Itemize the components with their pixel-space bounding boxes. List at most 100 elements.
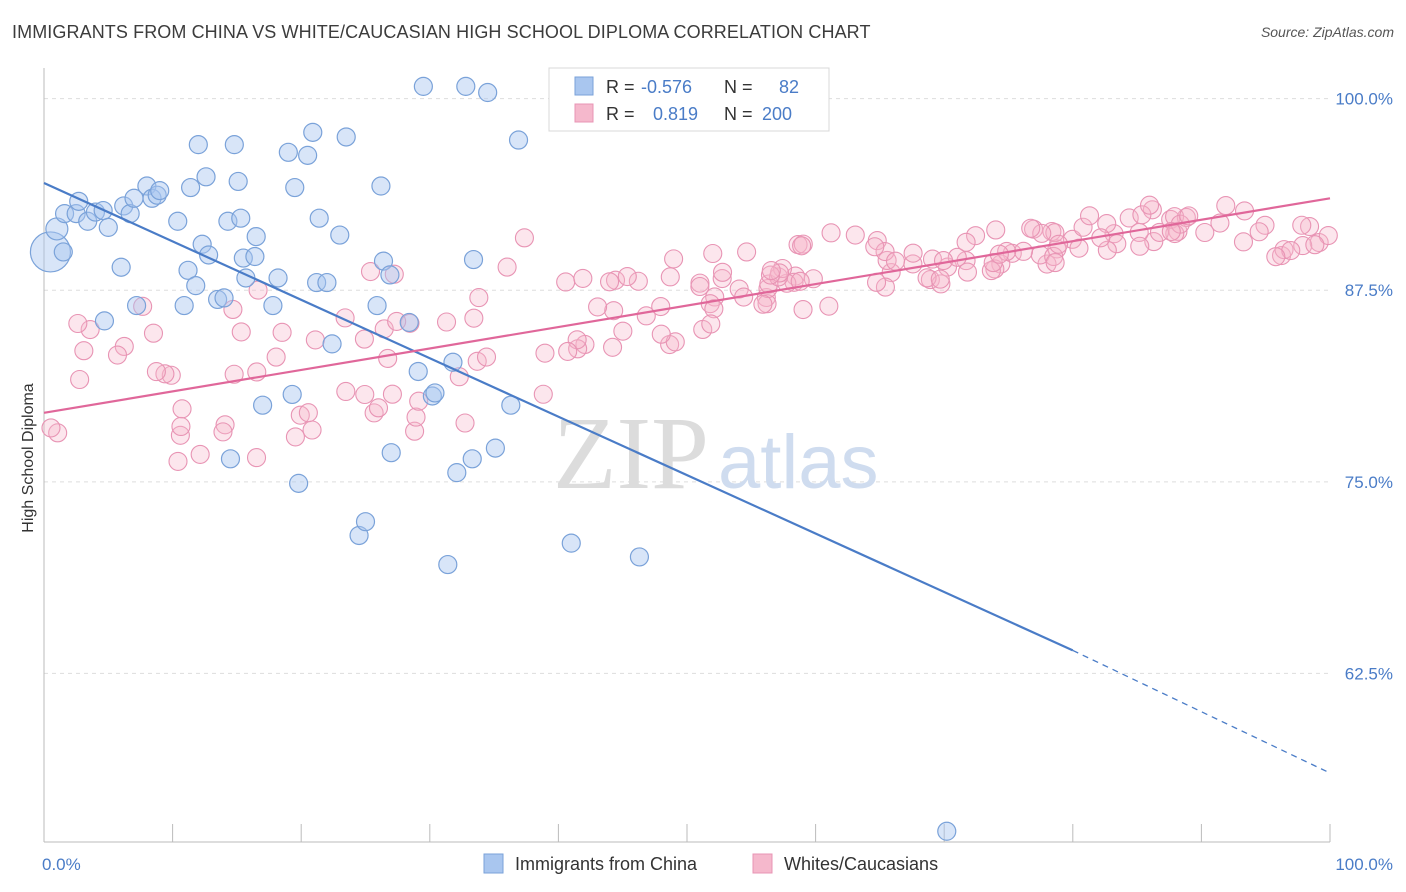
- pink-points: [41, 195, 1338, 471]
- pink-point: [161, 365, 181, 385]
- blue-point: [98, 217, 118, 237]
- blue-point: [150, 181, 170, 201]
- pink-point: [70, 369, 90, 390]
- pink-point: [1161, 221, 1181, 242]
- pink-point: [793, 300, 813, 320]
- blue-point: [462, 449, 482, 469]
- pink-point: [956, 232, 976, 252]
- y-axis-label: High School Diploma: [20, 383, 37, 533]
- blue-point: [111, 257, 131, 277]
- blue-point: [447, 463, 467, 483]
- blue-point: [66, 204, 86, 224]
- pink-point: [603, 337, 623, 357]
- pink-point: [604, 301, 624, 321]
- legend-r-label-1: R =: [606, 77, 635, 97]
- blue-point: [303, 122, 323, 142]
- blue-point: [478, 82, 498, 103]
- pink-point: [1044, 246, 1064, 267]
- pink-point: [966, 226, 986, 246]
- pink-point: [406, 407, 426, 427]
- pink-point: [737, 242, 757, 262]
- legend-box: [548, 67, 830, 132]
- pink-point: [172, 399, 192, 419]
- blue-point: [371, 176, 391, 196]
- blue-point: [245, 246, 265, 267]
- pink-point: [1130, 236, 1150, 256]
- pink-point: [985, 259, 1005, 279]
- y-tick-label-0: 62.5%: [1345, 664, 1393, 683]
- legend-r-value-1: -0.576: [641, 77, 692, 97]
- blue-point: [561, 533, 581, 553]
- pink-point: [1168, 221, 1188, 241]
- blue-point: [282, 384, 302, 405]
- pink-point: [455, 413, 475, 433]
- pink-point: [464, 308, 484, 328]
- blue-point: [322, 334, 342, 354]
- pink-point: [617, 266, 637, 287]
- pink-point: [1097, 240, 1117, 260]
- blue-point: [381, 443, 401, 463]
- x-tick-label-min: 0.0%: [42, 855, 81, 874]
- pink-point: [933, 251, 954, 271]
- pink-point: [1274, 240, 1294, 260]
- pink-point: [107, 345, 128, 365]
- blue-point: [174, 295, 194, 316]
- pink-point: [957, 262, 978, 282]
- blue-point: [186, 276, 206, 296]
- x-tick-label-max: 100.0%: [1335, 855, 1393, 874]
- axes: [43, 68, 1331, 843]
- blue-point: [508, 130, 529, 150]
- blue-point: [289, 473, 309, 493]
- pink-point: [701, 314, 721, 334]
- pink-point: [336, 381, 356, 402]
- legend: R = -0.576 N = 82 R = 0.819 N = 200: [548, 67, 830, 132]
- pink-point: [792, 236, 812, 256]
- bottom-legend-swatch-pink: [752, 853, 773, 874]
- blue-point: [192, 234, 212, 254]
- blue-point: [317, 272, 337, 293]
- pink-point: [845, 225, 865, 245]
- blue-point: [268, 268, 288, 288]
- pink-point: [355, 384, 375, 405]
- blue-point: [220, 449, 241, 469]
- legend-swatch-blue: [574, 76, 594, 96]
- pink-point: [266, 347, 286, 367]
- legend-n-value-1: 82: [779, 77, 799, 97]
- pink-point: [660, 267, 680, 287]
- watermark-atlas: atlas: [718, 420, 879, 505]
- blue-point: [263, 295, 283, 316]
- pink-point: [651, 324, 671, 344]
- blue-point: [228, 171, 248, 192]
- pink-point: [885, 251, 906, 271]
- pink-point: [68, 313, 88, 334]
- pink-point: [588, 297, 608, 317]
- pink-point: [497, 257, 517, 277]
- pink-point: [712, 268, 732, 289]
- blue-point: [298, 145, 318, 165]
- pink-point: [819, 296, 839, 316]
- pink-point: [1073, 217, 1093, 237]
- blue-point: [114, 196, 134, 216]
- chart-source: Source: ZipAtlas.com: [1260, 24, 1394, 40]
- pink-point: [761, 260, 781, 281]
- pink-point: [1216, 196, 1236, 216]
- blue-point: [246, 226, 266, 247]
- pink-point: [405, 421, 425, 441]
- pink-point: [1119, 208, 1139, 228]
- pink-point: [74, 341, 94, 361]
- pink-point: [382, 384, 402, 404]
- pink-point: [703, 243, 723, 264]
- blue-point: [336, 127, 356, 147]
- pink-point: [920, 270, 940, 290]
- pink-point: [535, 343, 555, 363]
- pink-trend-line: [43, 197, 1331, 414]
- blue-trend-line: [43, 181, 1074, 652]
- pink-point: [690, 276, 710, 297]
- blue-point: [629, 547, 650, 567]
- pink-point: [1139, 195, 1160, 215]
- blue-point: [53, 242, 73, 262]
- pink-point: [305, 330, 325, 350]
- pink-point: [986, 220, 1006, 240]
- pink-point: [903, 243, 923, 263]
